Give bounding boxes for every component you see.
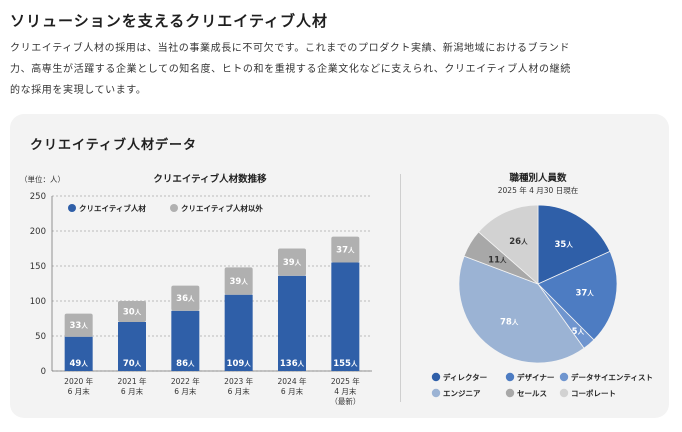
pie-legend-label: ディレクター: [443, 372, 487, 382]
x-tick-label: 2020 年: [64, 376, 93, 386]
pie-slice: [537, 250, 618, 341]
pie-slice: [537, 204, 611, 285]
pie-legend-label: エンジニア: [443, 389, 481, 398]
x-tick-label: 2022 年: [171, 376, 200, 386]
data-label-creative: 109人: [227, 359, 252, 369]
legend-label: クリエイティブ人材: [79, 203, 146, 213]
data-label-creative: 155人: [333, 359, 358, 369]
page-title: ソリューションを支えるクリエイティブ人材: [10, 12, 329, 30]
x-tick-label: 6 月末: [174, 386, 197, 396]
x-tick-label: 2024 年: [278, 376, 307, 386]
bar-non-creative: [171, 285, 200, 311]
bar-creative: [224, 294, 253, 371]
y-tick-label: 50: [35, 332, 46, 342]
data-label-creative: 70人: [123, 359, 142, 369]
charts-canvas: クリエイティブ人材数推移 （単位：人） 0 50 100 150 200 250 クリエイティブ…: [20, 172, 653, 406]
panel-title: クリエイティブ人材データ: [30, 138, 197, 153]
bar-creative: [118, 322, 146, 371]
pie-chart-title: 職種別人員数: [509, 172, 567, 184]
pie-data-label: 35人: [555, 240, 574, 250]
intro-text: クリエイティブ人材の採用は、当社の事業成長に不可欠です。これまでのプロダクト実績…: [10, 38, 672, 101]
legend-label: クリエイティブ人材以外: [181, 203, 263, 213]
intro-line: 力、高専生が活躍する企業としての知名度、ヒトの和を重視する企業文化などに支えられ…: [10, 64, 571, 75]
unit-label: （単位：人）: [20, 174, 65, 184]
pie-legend-swatch: [559, 388, 569, 398]
y-tick-label: 250: [30, 192, 46, 202]
x-tick-label: 2023 年: [224, 376, 253, 386]
bar-creative: [64, 336, 93, 371]
x-tick-label: 2025 年: [331, 376, 360, 386]
bar-non-creative: [331, 236, 360, 263]
pie-data-label: 5人: [572, 327, 585, 337]
x-tick-label: 6 月末: [121, 386, 144, 396]
bar-non-creative: [118, 301, 146, 322]
x-tick-label: 4 月末: [334, 386, 357, 396]
pie-data-label: 78人: [500, 318, 519, 328]
x-tick-label: （最新）: [330, 396, 360, 406]
pie-data-label: 37人: [575, 288, 594, 298]
x-tick-label: 2021 年: [118, 376, 147, 386]
x-tick-label: 6 月末: [68, 386, 91, 396]
pie-legend-swatch: [431, 388, 441, 398]
pie-legend-label: データサイエンティスト: [571, 372, 653, 382]
data-label-non-creative: 39人: [229, 277, 248, 287]
y-tick-label: 0: [41, 367, 46, 377]
bar-non-creative: [224, 267, 253, 295]
pie-slice: [458, 255, 585, 364]
pie-legend-label: セールス: [517, 389, 547, 398]
panel-divider: [400, 174, 401, 402]
bar-non-creative: [64, 313, 93, 337]
y-tick-label: 100: [30, 297, 46, 307]
data-label-non-creative: 30人: [123, 308, 142, 318]
pie-legend-swatch: [505, 372, 515, 382]
legend-swatch: [170, 204, 178, 212]
pie-legend-label: デザイナー: [517, 372, 554, 382]
data-label-creative: 49人: [69, 359, 88, 369]
y-tick-label: 150: [30, 262, 46, 272]
pie-data-label: 11人: [488, 256, 507, 266]
data-label-creative: 86人: [176, 359, 195, 369]
bar-non-creative: [278, 248, 306, 276]
pie-legend-swatch: [559, 372, 569, 382]
data-label-non-creative: 39人: [283, 258, 302, 268]
bar-chart-title: クリエイティブ人材数推移: [153, 173, 267, 185]
pie-legend-swatch: [431, 372, 441, 382]
intro-line: クリエイティブ人材の採用は、当社の事業成長に不可欠です。これまでのプロダクト実績…: [10, 43, 570, 54]
data-label-non-creative: 36人: [176, 294, 195, 304]
intro-line: 的な採用を実現しています。: [10, 85, 147, 96]
bar-creative: [171, 310, 200, 371]
bar-creative: [331, 262, 360, 371]
pie-legend-label: コーポレート: [571, 388, 616, 398]
data-label-non-creative: 33人: [69, 321, 88, 331]
data-label-non-creative: 37人: [336, 246, 355, 256]
pie-subtitle: 2025 年 4 月30 日現在: [498, 185, 579, 195]
data-label-creative: 136人: [280, 359, 305, 369]
data-panel: クリエイティブ人材データ クリエイティブ人材数推移 （単位：人） 0 50 100 150…: [10, 114, 669, 418]
y-tick-label: 200: [30, 227, 46, 237]
x-tick-label: 6 月末: [281, 386, 304, 396]
x-tick-label: 6 月末: [228, 386, 251, 396]
bar-creative: [278, 275, 306, 371]
pie-data-label: 26人: [509, 237, 528, 247]
pie-slice: [478, 204, 539, 285]
legend-swatch: [68, 204, 76, 212]
pie-legend-swatch: [505, 388, 515, 398]
